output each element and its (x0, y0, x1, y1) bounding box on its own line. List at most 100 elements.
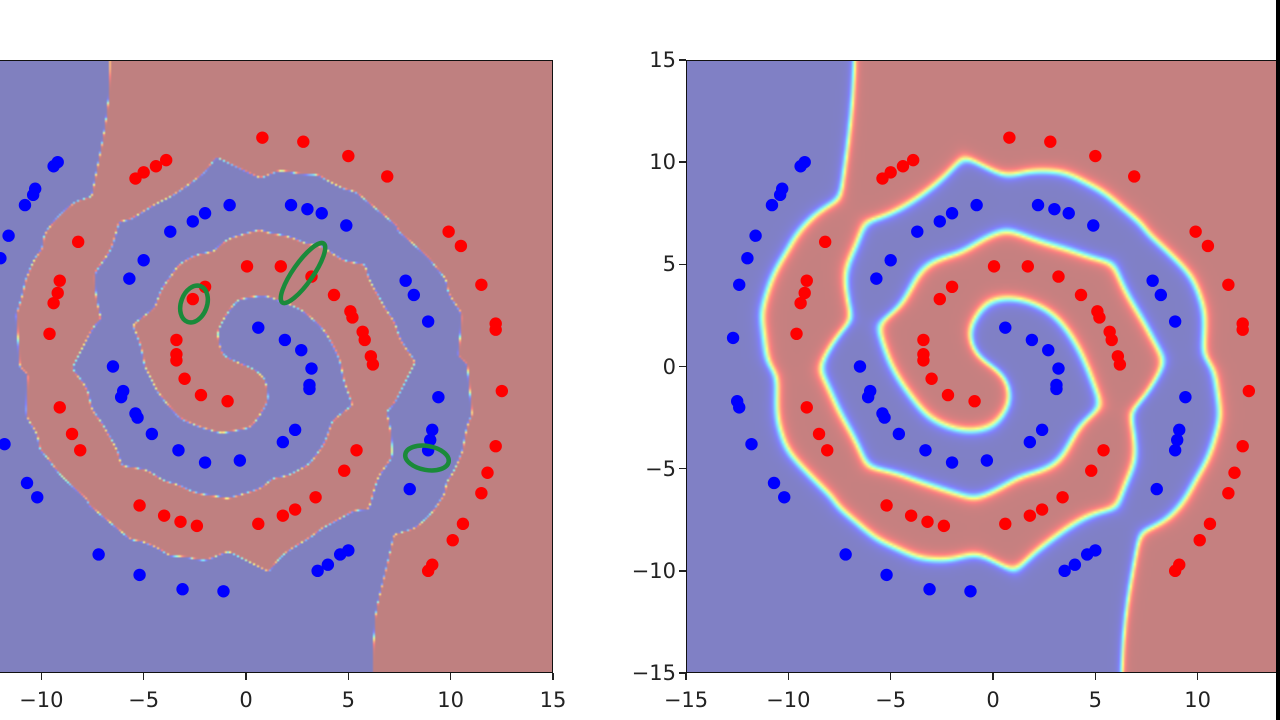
right-y-tick-label: 10 (649, 150, 676, 175)
left-red-point (170, 354, 183, 367)
left-blue-point (176, 583, 189, 596)
right-red-point (1236, 439, 1249, 453)
green-ellipse-annotation (402, 443, 452, 473)
right-blue-point (765, 198, 779, 212)
left-blue-point (315, 207, 328, 220)
left-red-point (327, 288, 341, 302)
right-red-point (798, 286, 811, 300)
right-y-tick-mark (679, 59, 686, 61)
left-blue-point (217, 585, 230, 598)
left-blue-point (403, 482, 416, 496)
right-blue-point (745, 437, 758, 451)
left-red-point (356, 325, 369, 338)
right-blue-point (884, 254, 897, 267)
right-red-point (1074, 288, 1088, 302)
left-red-point (350, 444, 363, 457)
left-x-tick-label: 10 (437, 688, 465, 712)
right-blue-point (1035, 423, 1049, 437)
left-red-point (489, 439, 502, 453)
left-red-point (129, 172, 142, 185)
right-y-tick-label: 0 (662, 354, 676, 379)
left-x-tick-mark (552, 673, 554, 680)
left-blue-point (432, 390, 445, 404)
left-blue-point (340, 219, 353, 232)
right-y-tick-label: −15 (631, 661, 676, 685)
right-red-point (1236, 323, 1249, 336)
left-blue-point (47, 160, 60, 173)
right-blue-point (945, 207, 959, 220)
right-red-point (1201, 239, 1215, 253)
green-ellipse-annotation (177, 283, 211, 325)
right-red-point (800, 401, 813, 414)
right-red-point (1085, 464, 1098, 477)
right-y-tick-mark (679, 161, 686, 163)
left-red-point (342, 149, 355, 163)
left-blue-point (424, 433, 437, 447)
right-blue-point (1058, 564, 1071, 578)
left-red-point (51, 286, 64, 300)
left-x-tick-label: 15 (539, 688, 567, 712)
right-scatter-points (726, 131, 1256, 598)
green-ellipse-annotation (278, 240, 328, 306)
right-y-tick-mark (679, 570, 686, 572)
left-blue-point (114, 390, 128, 404)
right-blue-point (919, 444, 932, 457)
left-blue-point (123, 272, 136, 285)
left-red-point (221, 395, 234, 408)
right-x-tick-label: 5 (1088, 688, 1103, 712)
right-y-tick-label: 5 (662, 252, 676, 277)
left-x-tick-label: 0 (239, 688, 253, 712)
right-red-point (1168, 564, 1182, 578)
right-x-tick-mark (787, 673, 790, 680)
left-scatter-points (0, 131, 509, 598)
left-red-point (421, 564, 435, 578)
left-blue-point (172, 444, 185, 457)
left-blue-point (278, 333, 292, 347)
right-red-point (1056, 491, 1069, 504)
right-red-point (1111, 350, 1125, 363)
left-red-point (43, 327, 56, 341)
right-x-tick-label: −10 (766, 688, 811, 712)
right-red-point (904, 509, 918, 522)
right-red-point (906, 153, 920, 167)
right-blue-point (964, 585, 977, 598)
left-x-tick-label: −10 (19, 688, 64, 712)
right-blue-point (773, 188, 787, 202)
left-red-point (288, 503, 302, 516)
left-blue-point (223, 198, 236, 212)
left-blue-point (252, 321, 265, 334)
left-blue-point (198, 207, 212, 220)
left-blue-point (198, 456, 212, 469)
right-x-tick-label: −15 (663, 688, 709, 712)
right-blue-point (778, 491, 791, 504)
right-blue-point (870, 272, 883, 285)
left-red-point (276, 509, 290, 522)
left-red-point (344, 305, 357, 318)
right-blue-point (980, 454, 994, 467)
right-y-tick-mark (679, 263, 686, 266)
right-y-tick-label: −5 (645, 456, 676, 481)
right-blue-point (1154, 288, 1168, 302)
left-x-tick-label: −5 (128, 688, 160, 712)
left-blue-point (295, 343, 308, 357)
right-blue-point (923, 583, 936, 596)
right-blue-point (1042, 343, 1055, 357)
right-red-point (1091, 305, 1104, 318)
left-blue-point (399, 274, 412, 287)
right-blue-point (1171, 433, 1184, 447)
right-y-tick-mark (679, 365, 686, 368)
left-x-tick-mark (40, 673, 43, 680)
right-red-point (818, 235, 832, 249)
left-red-point (65, 427, 79, 441)
left-blue-point (145, 427, 159, 441)
right-blue-point (1173, 423, 1186, 437)
right-red-point (1203, 517, 1217, 531)
left-blue-point (0, 252, 7, 265)
right-blue-point (1023, 435, 1037, 449)
left-x-tick-mark (449, 673, 452, 680)
right-red-point (1044, 135, 1057, 148)
right-blue-point (794, 160, 807, 173)
right-red-point (933, 292, 946, 306)
right-x-tick-mark (992, 673, 994, 680)
left-blue-point (20, 476, 34, 490)
